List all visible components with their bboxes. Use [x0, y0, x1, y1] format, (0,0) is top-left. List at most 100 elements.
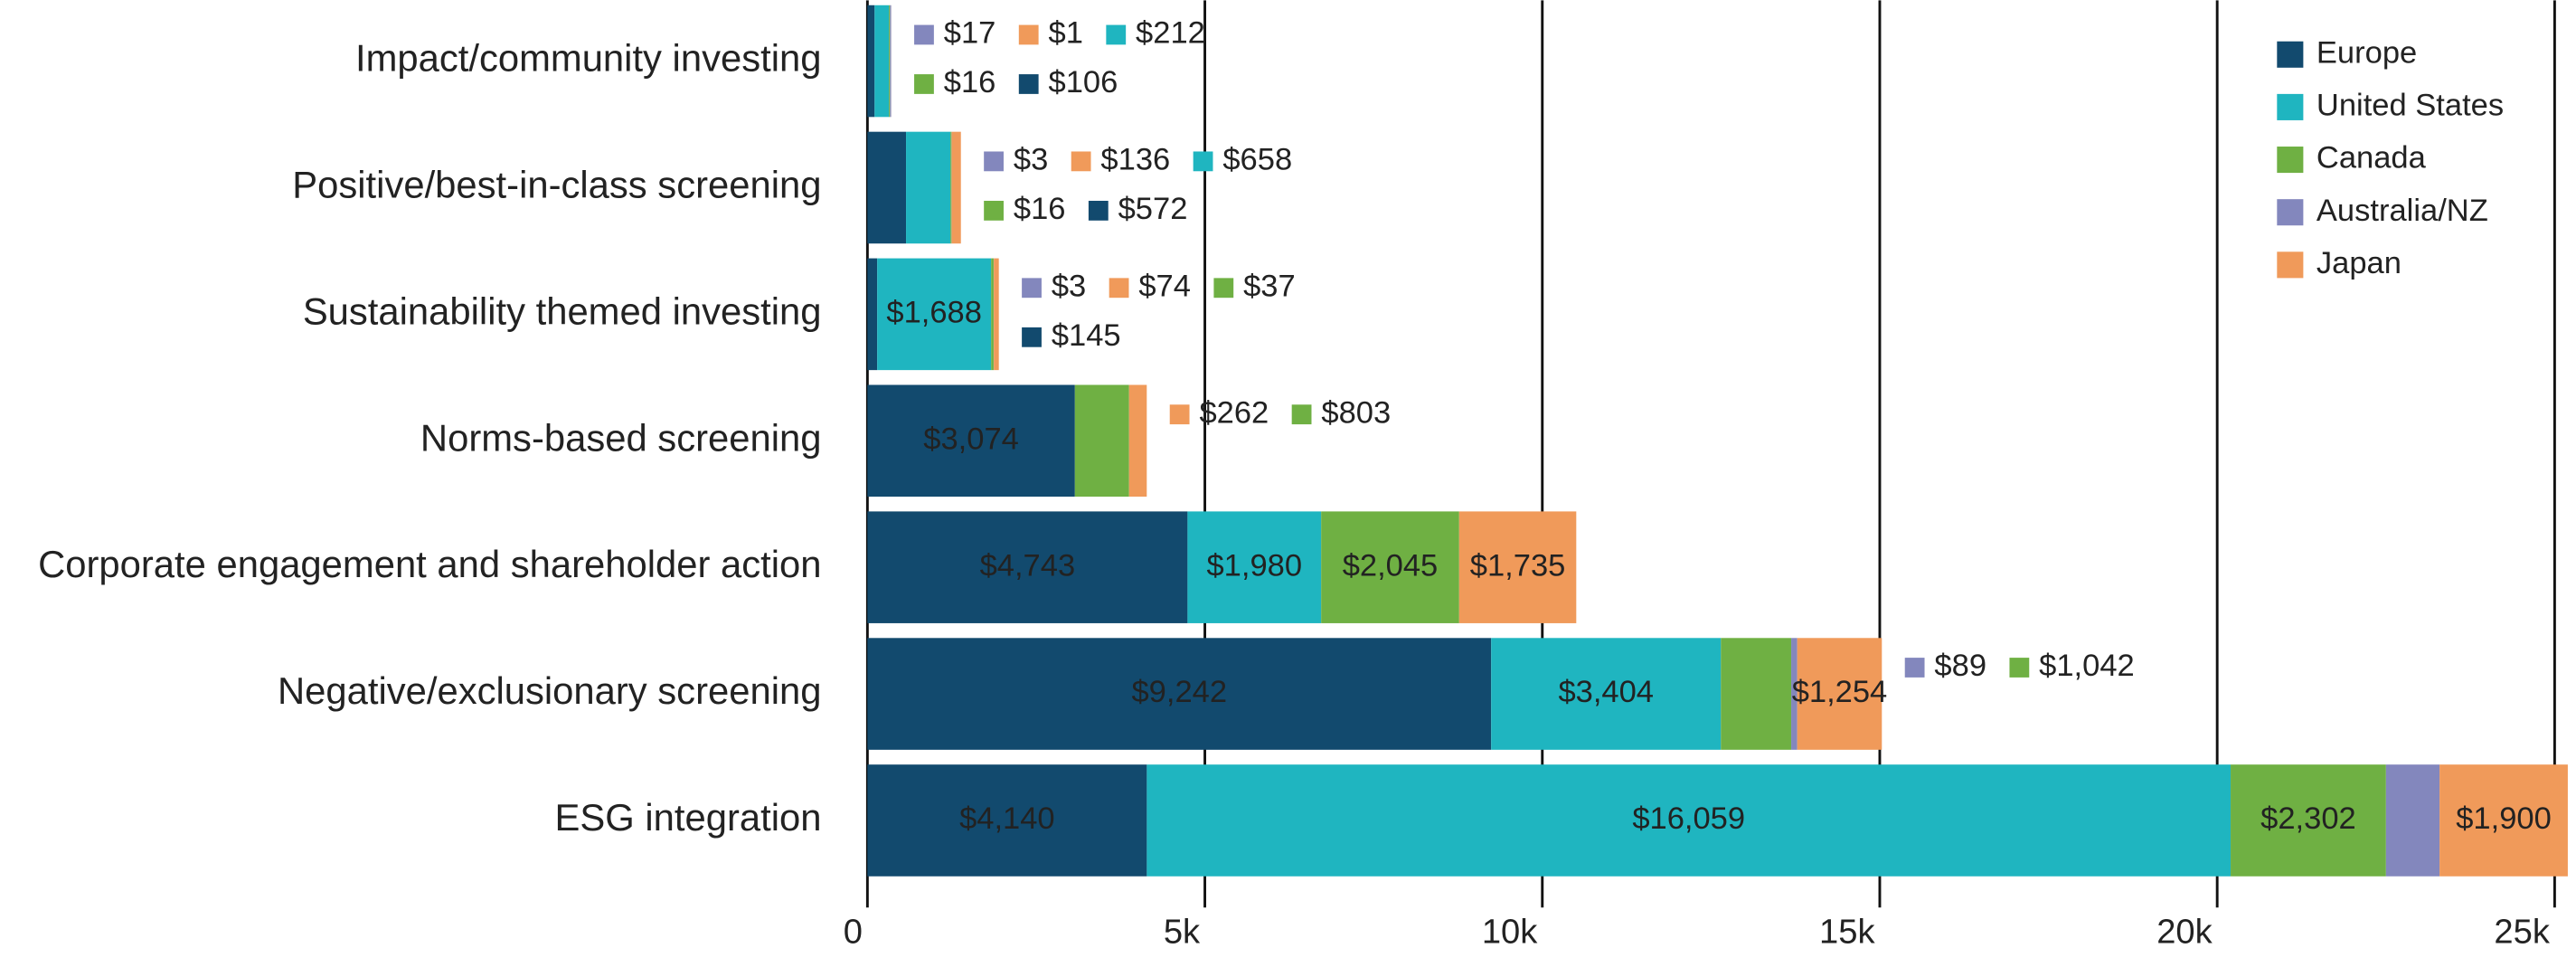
value-label: $2,045 [1343, 548, 1439, 583]
legend-swatch [2277, 93, 2304, 120]
label-swatch [1088, 200, 1109, 221]
bar-segment [867, 638, 1492, 750]
bar-segment [906, 131, 951, 244]
label-swatch [984, 200, 1004, 221]
bar-segment [867, 258, 878, 371]
value-label: $3,074 [923, 422, 1019, 456]
label-swatch [2009, 658, 2030, 678]
label-swatch [1018, 74, 1039, 94]
value-label: $658 [1222, 143, 1292, 177]
value-label: $1 [1049, 16, 1083, 51]
value-label: $1,042 [2039, 649, 2135, 683]
bar-segment [951, 131, 961, 244]
bar-segment [1321, 511, 1459, 623]
bars [867, 5, 2568, 877]
bar-segment [1187, 511, 1322, 623]
bar-segment [1128, 384, 1147, 498]
legend-swatch [2277, 147, 2304, 174]
value-label: $572 [1118, 192, 1188, 226]
x-tick-label: 20k [2156, 912, 2213, 951]
value-label: $3,404 [1558, 675, 1654, 709]
legend-label: Canada [2317, 141, 2427, 175]
bar-segment [1458, 511, 1577, 623]
bar-segment [867, 131, 907, 244]
value-label: $4,140 [959, 801, 1055, 836]
bar-segment [1721, 638, 1792, 750]
bar-segment [1791, 638, 1798, 750]
value-label: $1,980 [1206, 548, 1302, 583]
bar-segment [890, 5, 892, 118]
label-swatch [914, 24, 934, 45]
x-tick-label: 10k [1482, 912, 1538, 951]
bar-segment [994, 258, 999, 371]
bar-segment [1146, 764, 2232, 877]
x-tick-label: 0 [844, 912, 863, 951]
value-label: $1,254 [1792, 675, 1888, 709]
bar-segment [889, 5, 891, 118]
category-label: Impact/community investing [355, 37, 822, 80]
bar-segment [877, 258, 992, 371]
category-label: Negative/exclusionary screening [278, 669, 822, 712]
bar-segment [2439, 764, 2568, 877]
bar-segment [950, 131, 952, 244]
value-label: $37 [1243, 269, 1296, 303]
bar-segment [1797, 638, 1882, 750]
label-swatch [1018, 24, 1039, 45]
label-swatch [1169, 404, 1190, 425]
bar-segment [2231, 764, 2386, 877]
value-label: $1,900 [2456, 801, 2552, 836]
value-label: $17 [944, 16, 996, 51]
value-label: $136 [1100, 143, 1170, 177]
bar-segment [2385, 764, 2440, 877]
label-swatch [914, 74, 934, 94]
category-label: Sustainability themed investing [303, 289, 822, 332]
legend-swatch [2277, 41, 2304, 68]
x-tick-label: 15k [1819, 912, 1875, 951]
value-label: $3 [1052, 269, 1086, 303]
value-label: $1,735 [1470, 548, 1566, 583]
value-label: $16 [1014, 192, 1066, 226]
category-label: Corporate engagement and shareholder act… [38, 543, 821, 585]
x-tick-label: 25k [2494, 912, 2550, 951]
label-swatch [1109, 278, 1129, 299]
value-label: $4,743 [980, 548, 1076, 583]
bar-segment [867, 5, 875, 118]
labels: 0 5k 10k 15k 20k 25k Impact/community investin… [38, 16, 2552, 952]
x-tick-label: 5k [1164, 912, 1201, 951]
bar-segment [1074, 384, 1129, 498]
value-label: $145 [1052, 318, 1121, 353]
label-swatch [1106, 24, 1127, 45]
legend-label: Japan [2317, 246, 2401, 280]
category-label: Positive/best-in-class screening [292, 163, 821, 205]
label-swatch [1071, 151, 1091, 172]
label-swatch [1022, 327, 1042, 347]
label-swatch [1193, 151, 1213, 172]
value-label: $9,242 [1131, 675, 1227, 709]
category-label: Norms-based screening [420, 416, 822, 459]
label-swatch [1291, 404, 1312, 425]
label-swatch [1213, 278, 1234, 299]
legend-swatch [2277, 199, 2304, 226]
bar-segment [874, 5, 890, 118]
value-label: $212 [1136, 16, 1205, 51]
legend-label: Europe [2317, 35, 2417, 70]
legend-swatch [2277, 251, 2304, 279]
bar-segment [867, 384, 1075, 498]
bar-segment [867, 511, 1188, 623]
value-label: $89 [1934, 649, 1986, 683]
bar-segment [1491, 638, 1722, 750]
legend-label: United States [2317, 89, 2504, 123]
value-label: $16,059 [1632, 801, 1745, 836]
bar-segment [867, 764, 1147, 877]
value-label: $106 [1049, 65, 1118, 100]
legend-label: Australia/NZ [2317, 194, 2488, 228]
value-label: $262 [1199, 395, 1269, 430]
value-label: $803 [1321, 395, 1391, 430]
value-label: $16 [944, 65, 996, 100]
label-swatch [1022, 278, 1042, 299]
label-swatch [984, 151, 1004, 172]
value-label: $2,302 [2260, 801, 2356, 836]
category-label: ESG integration [555, 796, 822, 839]
label-swatch [1904, 658, 1925, 678]
value-label: $3 [1014, 143, 1048, 177]
